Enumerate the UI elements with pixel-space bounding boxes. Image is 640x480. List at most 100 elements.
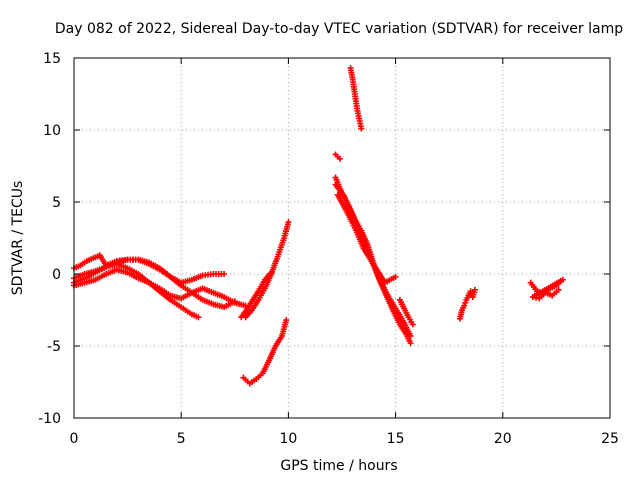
data-point-fill [462, 299, 469, 306]
series-arc-2a [242, 219, 292, 321]
data-point-fill [186, 288, 193, 295]
data-point-fill [280, 237, 287, 244]
series-arc-2b [238, 269, 275, 321]
data-point-fill [207, 271, 214, 278]
data-point-fill [79, 271, 86, 278]
data-point-fill [254, 290, 261, 297]
data-point-fill [342, 205, 349, 212]
data-point-fill [251, 377, 258, 384]
data-point-fill [165, 291, 172, 298]
y-tick-label: -5 [47, 339, 61, 355]
data-point-fill [357, 228, 364, 235]
data-point-fill [197, 273, 204, 280]
data-point-fill [133, 274, 140, 281]
x-tick-label: 5 [177, 431, 186, 447]
data-point-fill [404, 312, 411, 319]
data-point-fill [90, 277, 97, 284]
data-point-fill [334, 153, 341, 160]
x-tick-label: 25 [601, 431, 619, 447]
data-point-fill [546, 291, 553, 298]
x-tick-label: 15 [387, 431, 405, 447]
data-point-fill [229, 299, 236, 306]
data-point-fill [101, 260, 108, 267]
data-point-fill [260, 287, 267, 294]
data-point-fill [79, 280, 86, 287]
data-point-fill [266, 271, 273, 278]
series-arc-5 [527, 276, 566, 302]
data-point-fill [165, 272, 172, 279]
data-point-fill [208, 300, 215, 307]
y-axis-label: SDTVAR / TECUs [10, 181, 26, 296]
series-arc-3a [347, 65, 365, 132]
data-point-fill [218, 293, 225, 300]
series-arc-2c [240, 317, 290, 387]
data-point-fill [460, 304, 467, 311]
plot-frame [73, 57, 611, 419]
x-tick-label: 0 [70, 431, 79, 447]
series-arc-4 [456, 286, 478, 322]
tick-layer: 0 5 10 15 20 25 -10 -5 0 5 10 15 [38, 51, 619, 447]
data-point-fill [176, 302, 183, 309]
data-point-fill [464, 294, 471, 301]
y-tick-label: 0 [52, 267, 61, 283]
data-point-fill [408, 319, 415, 325]
data-point-fill [81, 259, 88, 266]
data-point-fill [101, 264, 108, 271]
data-point-fill [90, 268, 97, 275]
series-arc-1d [71, 256, 238, 311]
data-point-fill [247, 300, 254, 307]
data-point-fill [208, 288, 215, 295]
data-point-fill [257, 372, 264, 379]
data-point-fill [143, 278, 150, 285]
data-point-fill [101, 272, 108, 279]
y-tick-label: 10 [43, 123, 61, 139]
data-point-fill [353, 103, 360, 109]
data-point-fill [282, 319, 289, 326]
data-point-fill [402, 329, 409, 336]
data-point-fill [533, 294, 540, 301]
data-point-fill [374, 271, 381, 278]
data-point-fill [366, 251, 373, 258]
data-point-fill [241, 310, 248, 317]
data-point-fill [240, 302, 247, 309]
data-point-fill [75, 263, 82, 270]
data-point-fill [391, 303, 398, 310]
data-point-fill [186, 309, 193, 316]
data-point-fill [400, 303, 407, 310]
x-axis-label: GPS time / hours [280, 458, 397, 474]
data-point-fill [284, 221, 291, 228]
data-point-fill [540, 291, 547, 298]
y-tick-label: 15 [43, 51, 61, 67]
data-point-fill [390, 275, 397, 282]
data-point-fill [218, 271, 225, 277]
data-point-fill [271, 345, 278, 352]
data-point-fill [254, 298, 261, 305]
data-point-fill [553, 288, 560, 295]
grid-layer [74, 58, 610, 418]
data-point-fill [471, 289, 478, 296]
data-point-fill [458, 309, 465, 316]
series-arc-3e [332, 181, 414, 339]
x-tick-label: 10 [279, 431, 297, 447]
data-point-fill [186, 277, 193, 284]
data-point-fill [265, 359, 272, 366]
data-point-fill [355, 112, 362, 119]
data-point-fill [406, 337, 413, 344]
data-point-fill [154, 284, 161, 291]
data-point-fill [395, 319, 402, 326]
series-layer [71, 65, 566, 387]
data-point-fill [143, 258, 150, 265]
data-point-fill [197, 295, 204, 302]
chart-title: Day 082 of 2022, Sidereal Day-to-day VTE… [55, 21, 623, 37]
data-point-fill [88, 256, 95, 263]
data-point-fill [260, 279, 267, 286]
data-point-fill [193, 313, 200, 320]
data-point-fill [532, 286, 539, 293]
data-point-fill [382, 289, 389, 295]
data-point-fill [154, 264, 161, 271]
data-point-fill [348, 211, 355, 218]
y-tick-label: -10 [38, 411, 61, 427]
data-point-fill [399, 317, 406, 324]
data-point-fill [406, 330, 413, 337]
